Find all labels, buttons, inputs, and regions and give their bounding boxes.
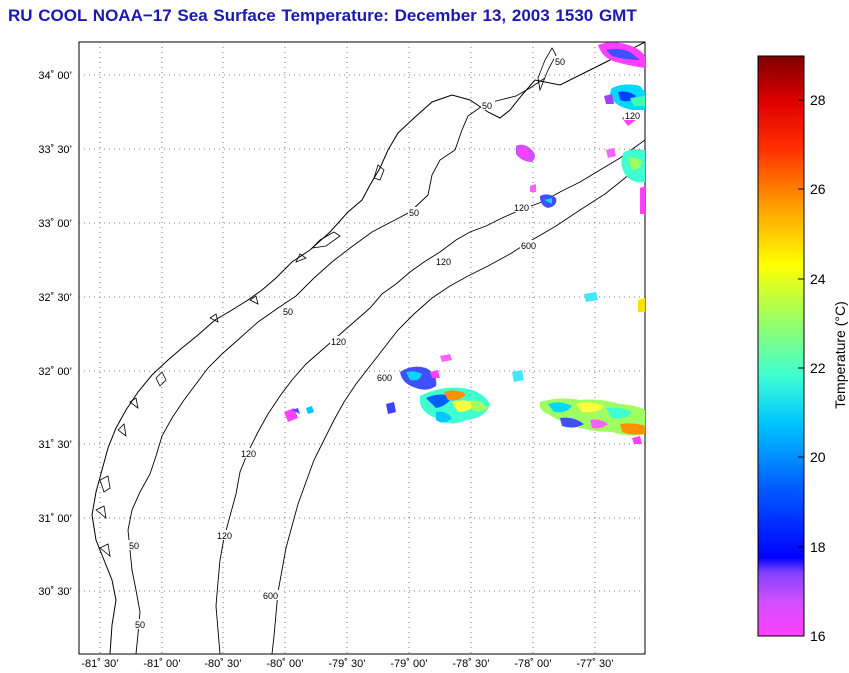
contour-labels: 50 50 50 50 50 50 120 120 120 120 120 12… — [128, 56, 642, 630]
lon-label-78-00: -78˚ 00’ — [514, 658, 551, 670]
lat-label-30-30: 30˚ 30’ — [38, 586, 72, 598]
sst-patch-central-main — [386, 354, 524, 424]
lat-label-31-00: 31˚ 00’ — [38, 513, 72, 525]
contour-label-50f: 50 — [135, 620, 145, 630]
lon-label-79-00: -79˚ 00’ — [390, 658, 427, 670]
lon-label-80-00: -80˚ 00’ — [266, 658, 303, 670]
lon-label-77-30: -77˚ 30’ — [576, 658, 613, 670]
lat-label-33-30: 33˚ 30’ — [38, 144, 72, 156]
colorbar-tick-26: 26 — [810, 181, 826, 197]
isobath-50 — [127, 77, 546, 654]
colorbar-tick-22: 22 — [810, 360, 826, 376]
colorbar-tick-28: 28 — [810, 92, 826, 108]
colorbar-tick-24: 24 — [810, 271, 826, 287]
contour-label-120a: 120 — [625, 111, 640, 121]
colorbar: 28 26 24 22 20 18 16 Temperature (°C) — [757, 55, 848, 644]
map-title: RU COOL NOAA−17 Sea Surface Temperature:… — [8, 6, 637, 25]
sst-patch-east-band — [539, 398, 645, 444]
lat-label-33-00: 33˚ 00’ — [38, 218, 72, 230]
colorbar-title: Temperature (°C) — [832, 301, 848, 409]
coastline-islands — [95, 47, 557, 557]
contour-label-120b: 120 — [514, 203, 529, 213]
lat-label-32-30: 32˚ 30’ — [38, 292, 72, 304]
contour-label-120e: 120 — [241, 449, 256, 459]
contour-label-120f: 120 — [217, 531, 232, 541]
sst-patch-coastal-small — [284, 406, 314, 422]
sst-patches — [284, 42, 645, 444]
sst-patch-offshore-small — [516, 144, 645, 312]
contour-label-50d: 50 — [283, 307, 293, 317]
contour-label-600a: 600 — [521, 241, 536, 251]
lat-label-31-30: 31˚ 30’ — [38, 439, 72, 451]
colorbar-tick-16: 16 — [810, 628, 826, 644]
coastline — [91, 42, 645, 654]
contour-label-50b: 50 — [482, 101, 492, 111]
lon-label-80-30: -80˚ 30’ — [204, 658, 241, 670]
contour-label-50c: 50 — [409, 208, 419, 218]
longitude-labels: -81˚ 30’ -81˚ 00’ -80˚ 30’ -80˚ 00’ -79˚… — [81, 658, 613, 670]
lat-label-34-00: 34˚ 00’ — [38, 70, 72, 82]
colorbar-tick-20: 20 — [810, 449, 826, 465]
contour-label-50a: 50 — [555, 57, 565, 67]
colorbar-gradient — [757, 55, 805, 637]
sst-patch-northeast-mid — [606, 148, 645, 214]
lon-label-81-00: -81˚ 00’ — [143, 658, 180, 670]
map-frame — [78, 41, 646, 655]
contour-label-120c: 120 — [436, 257, 451, 267]
lat-label-32-00: 32˚ 00’ — [38, 366, 72, 378]
latitude-labels: 34˚ 00’ 33˚ 30’ 33˚ 00’ 32˚ 30’ 32˚ 00’ … — [38, 70, 72, 598]
contour-label-50e: 50 — [129, 541, 139, 551]
contour-label-120d: 120 — [331, 337, 346, 347]
isobath-600 — [271, 159, 645, 654]
lon-label-79-30: -79˚ 30’ — [328, 658, 365, 670]
contour-label-600c: 600 — [263, 591, 278, 601]
lon-label-78-30: -78˚ 30’ — [452, 658, 489, 670]
lon-label-81-30: -81˚ 30’ — [81, 658, 118, 670]
contour-label-600b: 600 — [377, 373, 392, 383]
colorbar-tick-18: 18 — [810, 539, 826, 555]
